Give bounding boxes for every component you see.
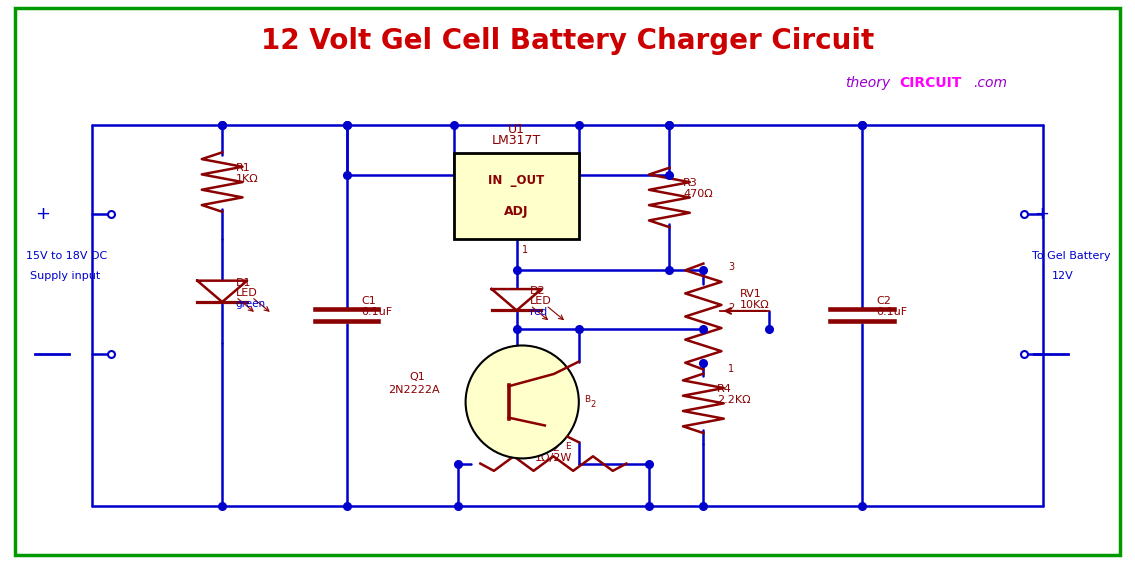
Text: 3: 3 (729, 262, 734, 272)
Text: To Gel Battery: To Gel Battery (1032, 251, 1110, 261)
Text: Supply input: Supply input (30, 271, 100, 281)
Text: 1Ω/2W: 1Ω/2W (535, 453, 572, 463)
Text: 2.2KΩ: 2.2KΩ (717, 395, 750, 405)
Text: B: B (585, 395, 590, 404)
Text: Q1: Q1 (409, 372, 424, 382)
Text: LM317T: LM317T (491, 134, 541, 147)
Ellipse shape (465, 346, 579, 458)
Text: RV1: RV1 (740, 289, 762, 299)
Text: theory: theory (844, 75, 890, 90)
Text: E: E (565, 443, 571, 452)
Text: +: + (1034, 205, 1049, 224)
Text: R2: R2 (546, 443, 561, 453)
Text: 1: 1 (514, 364, 519, 373)
Text: C1: C1 (361, 296, 376, 306)
Text: LED: LED (236, 288, 258, 298)
Text: 10KΩ: 10KΩ (740, 300, 770, 310)
Text: LED: LED (530, 296, 552, 306)
Text: 2: 2 (729, 303, 734, 313)
Text: C2: C2 (876, 296, 891, 306)
Text: 2N2222A: 2N2222A (388, 385, 440, 395)
Text: U1: U1 (508, 123, 526, 136)
Text: C: C (513, 355, 520, 364)
Text: CIRCUIT: CIRCUIT (899, 75, 961, 90)
Text: red: red (530, 307, 547, 317)
Text: ADJ: ADJ (504, 205, 529, 218)
Text: 2: 2 (558, 163, 565, 173)
Text: 1KΩ: 1KΩ (236, 174, 259, 184)
Text: 12V: 12V (1052, 271, 1074, 281)
Text: R4: R4 (717, 385, 732, 394)
Text: R1: R1 (236, 163, 251, 173)
Text: 3: 3 (460, 163, 466, 173)
Text: 1: 1 (729, 364, 734, 374)
Text: 0.1uF: 0.1uF (876, 307, 908, 318)
Text: .com: .com (973, 75, 1007, 90)
Text: 1: 1 (522, 244, 528, 254)
Text: 15V to 18V DC: 15V to 18V DC (26, 251, 108, 261)
Text: R3: R3 (683, 178, 698, 189)
Text: 2: 2 (590, 400, 596, 409)
Text: +: + (35, 205, 50, 224)
Text: 12 Volt Gel Cell Battery Charger Circuit: 12 Volt Gel Cell Battery Charger Circuit (261, 26, 874, 55)
FancyBboxPatch shape (454, 153, 579, 239)
Text: D1: D1 (236, 278, 251, 288)
Text: 470Ω: 470Ω (683, 189, 713, 199)
Text: green: green (236, 298, 266, 309)
Text: D2: D2 (530, 287, 546, 296)
Text: 0.1uF: 0.1uF (361, 307, 393, 318)
Text: IN  _OUT: IN _OUT (488, 174, 545, 187)
